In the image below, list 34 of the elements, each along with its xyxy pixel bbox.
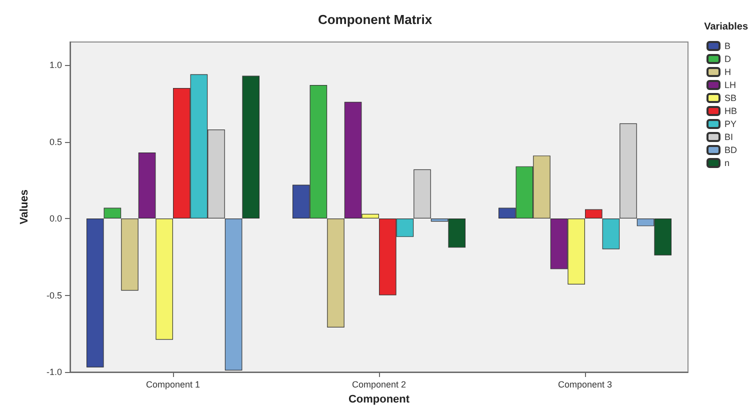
legend-label: BD (724, 145, 738, 155)
legend-label: SB (724, 93, 737, 103)
y-tick-label: -0.5 (46, 290, 62, 300)
legend-label: H (724, 67, 731, 77)
y-axis-title: Values (18, 190, 30, 224)
bar (138, 152, 156, 219)
bar (327, 218, 344, 328)
legend-label: LH (724, 80, 736, 90)
y-tick-label: 0.0 (49, 214, 62, 224)
bar (602, 218, 620, 250)
y-tick-label: -1.0 (46, 367, 62, 377)
bar (86, 218, 104, 368)
legend-label: HB (724, 106, 738, 116)
legend-title: Variables (704, 22, 748, 32)
bar (242, 76, 260, 219)
y-tick-label: 0.5 (49, 136, 62, 147)
legend-label: D (724, 54, 732, 64)
y-tick-label: 1.0 (49, 60, 62, 70)
x-axis-title: Component (348, 394, 410, 406)
x-tick-label: Component 1 (146, 380, 200, 390)
legend-label: PY (724, 119, 737, 129)
bar (620, 123, 637, 219)
bar (121, 218, 138, 291)
bar (104, 208, 122, 219)
bar (224, 218, 242, 370)
x-tick-label: Component 3 (558, 380, 612, 390)
chart-title: Component Matrix (318, 12, 433, 27)
legend-label: n (724, 158, 730, 168)
bar (156, 218, 173, 340)
bar (414, 169, 431, 219)
legend-label: BI (724, 132, 734, 142)
legend-label: B (724, 41, 731, 51)
bar (585, 209, 602, 219)
x-tick-label: Component 2 (352, 380, 406, 390)
